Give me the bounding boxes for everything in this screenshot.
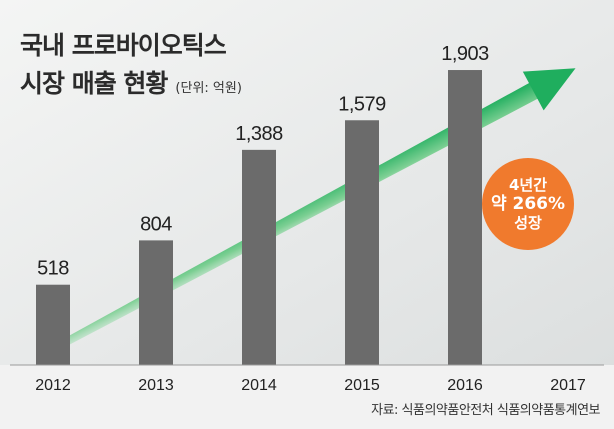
bar-value-label-2016: 1,903 — [441, 43, 489, 65]
x-tick-label-2017: 2017 — [550, 377, 586, 394]
x-tick-label-2015: 2015 — [344, 377, 380, 394]
bar-2013 — [139, 240, 173, 365]
x-tick-label-2013: 2013 — [138, 377, 174, 394]
bar-2012 — [36, 284, 70, 365]
bar-value-label-2014: 1,388 — [235, 123, 283, 145]
bar-2016 — [448, 70, 482, 365]
axis-band — [0, 365, 614, 429]
chart-title-line2: 시장 매출 현황 (단위: 억원) — [20, 69, 242, 98]
bar-2014 — [242, 149, 276, 365]
bar-value-label-2012: 518 — [37, 258, 69, 280]
growth-arrow-head — [522, 68, 576, 111]
growth-arrow — [64, 68, 576, 346]
badge-line3: 성장 — [514, 214, 542, 233]
growth-arrow-shaft — [64, 82, 540, 346]
growth-badge: 4년간 약 266% 성장 — [482, 158, 574, 250]
bar-value-label-2013: 804 — [140, 213, 172, 235]
bar-2015 — [345, 120, 379, 365]
badge-line1: 4년간 — [508, 175, 548, 194]
badge-line2: 약 266% — [490, 193, 566, 214]
x-tick-label-2012: 2012 — [35, 377, 71, 394]
x-tick-label-2016: 2016 — [447, 377, 483, 394]
unit-label: (단위: 억원) — [175, 81, 242, 96]
source-note: 자료: 식품의약품안전처 식품의약품통계연보 — [371, 403, 600, 418]
bar-value-label-2015: 1,579 — [338, 93, 386, 115]
x-tick-label-2014: 2014 — [241, 377, 277, 394]
chart-title-line1: 국내 프로바이오틱스 — [20, 31, 227, 60]
